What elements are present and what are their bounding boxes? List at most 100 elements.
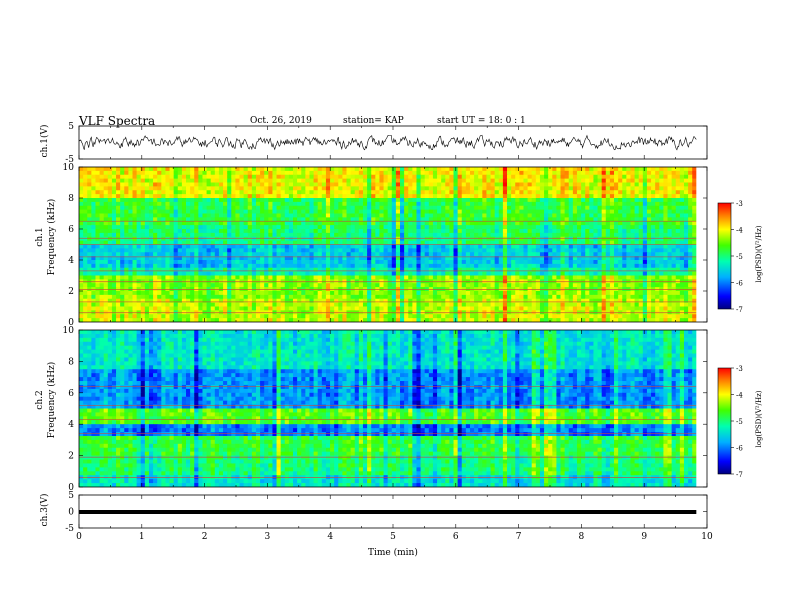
spectrogram-cell <box>338 178 343 184</box>
spectrogram-cell <box>91 263 97 269</box>
spectrogram-cell <box>630 178 636 184</box>
spectrogram-cell <box>79 283 84 288</box>
spectrogram-cell <box>371 190 376 195</box>
spectrogram-cell <box>103 225 109 230</box>
spectrogram-cell <box>313 178 319 184</box>
spectrogram-cell <box>165 178 171 184</box>
spectrogram-cell <box>428 291 434 296</box>
spectrogram-cell <box>317 244 323 249</box>
spectrogram-cell <box>173 240 179 246</box>
spectrogram-cell <box>609 260 615 265</box>
spectrogram-cell <box>395 275 401 280</box>
spectrogram-cell <box>99 190 105 195</box>
spectrogram-cell <box>692 167 697 172</box>
spectrogram-cell <box>190 194 195 199</box>
spectrogram-cell <box>486 256 492 261</box>
spectrogram-cell <box>276 186 282 191</box>
spectrogram-cell <box>132 186 138 191</box>
spectrogram-cell <box>330 271 335 277</box>
spectrogram-cell <box>153 267 158 273</box>
spectrogram-cell <box>572 213 578 218</box>
spectrogram-cell <box>227 252 232 257</box>
spectrogram-cell <box>585 252 590 257</box>
spectrogram-cell <box>379 225 385 230</box>
spectrogram-cell <box>609 232 615 238</box>
spectrogram-cell <box>181 267 187 273</box>
spectrogram-cell <box>177 213 183 218</box>
spectrogram-cell <box>634 182 640 187</box>
spectrogram-cell <box>255 267 261 273</box>
spectrogram-cell <box>338 267 343 273</box>
spectrogram-cell <box>400 198 405 203</box>
spectrogram-cell <box>548 283 553 288</box>
spectrogram-cell <box>280 178 286 184</box>
spectrogram-cell <box>416 240 422 246</box>
spectrogram-cell <box>548 236 553 242</box>
spectrogram-cell <box>523 236 529 242</box>
spectrogram-cell <box>186 291 191 296</box>
spectrogram-cell <box>334 186 339 191</box>
spectrogram-cell <box>255 236 261 242</box>
spectrogram-cell <box>614 198 619 203</box>
spectrogram-cell <box>272 205 278 211</box>
spectrogram-cell <box>482 283 488 288</box>
spectrogram-cell <box>260 170 265 176</box>
spectrogram-cell <box>87 229 92 234</box>
spectrogram-cell <box>671 190 677 195</box>
spectrogram-cell <box>264 221 269 226</box>
spectrogram-cell <box>609 167 615 172</box>
spectrogram-cell <box>630 221 636 226</box>
spectrogram-cell <box>490 244 496 249</box>
spectrogram-cell <box>646 201 652 207</box>
spectrogram-cell <box>453 221 459 226</box>
spectrogram-cell <box>239 248 245 253</box>
spectrogram-cell <box>116 209 121 215</box>
spectrogram-cell <box>474 178 479 184</box>
spectrogram-cell <box>284 271 290 277</box>
spectrogram-cell <box>395 221 401 226</box>
spectrogram-cell <box>581 170 586 176</box>
spectrogram-cell <box>642 275 648 280</box>
spectrogram-cell <box>268 236 274 242</box>
spectrogram-cell <box>576 170 582 176</box>
spectrogram-cell <box>268 240 274 246</box>
spectrogram-cell <box>494 190 500 195</box>
spectrogram-cell <box>313 221 319 226</box>
spectrogram-cell <box>585 244 590 249</box>
spectrogram-cell <box>564 267 570 273</box>
spectrogram-cell <box>177 201 183 207</box>
spectrogram-cell <box>153 232 158 238</box>
spectrogram-cell <box>609 174 615 180</box>
spectrogram-cell <box>153 229 158 234</box>
spectrogram-cell <box>157 252 162 257</box>
spectrogram-cell <box>515 240 520 246</box>
spectrogram-cell <box>367 267 372 273</box>
spectrogram-cell <box>268 190 274 195</box>
spectrogram-cell <box>655 170 660 176</box>
spectrogram-cell <box>486 248 492 253</box>
spectrogram-cell <box>395 167 401 172</box>
spectrogram-cell <box>124 186 129 191</box>
spectrogram-cell <box>560 167 566 172</box>
spectrogram-cell <box>210 271 216 277</box>
spectrogram-cell <box>659 263 664 269</box>
spectrogram-cell <box>334 209 339 215</box>
spectrogram-cell <box>614 170 619 176</box>
spectrogram-cell <box>408 174 413 180</box>
spectrogram-cell <box>486 291 492 296</box>
spectrogram-cell <box>186 182 191 187</box>
spectrogram-cell <box>552 229 557 234</box>
spectrogram-cell <box>461 244 467 249</box>
spectrogram-cell <box>284 244 290 249</box>
spectrogram-cell <box>642 236 648 242</box>
spectrogram-cell <box>342 213 348 218</box>
spectrogram-cell <box>498 178 504 184</box>
spectrogram-cell <box>416 209 422 215</box>
spectrogram-cell <box>679 182 685 187</box>
spectrogram-cell <box>585 248 590 253</box>
spectrogram-cell <box>589 252 595 257</box>
spectrogram-cell <box>659 198 664 203</box>
spectrogram-cell <box>210 194 216 199</box>
spectrogram-cell <box>391 201 397 207</box>
spectrogram-cell <box>120 221 125 226</box>
